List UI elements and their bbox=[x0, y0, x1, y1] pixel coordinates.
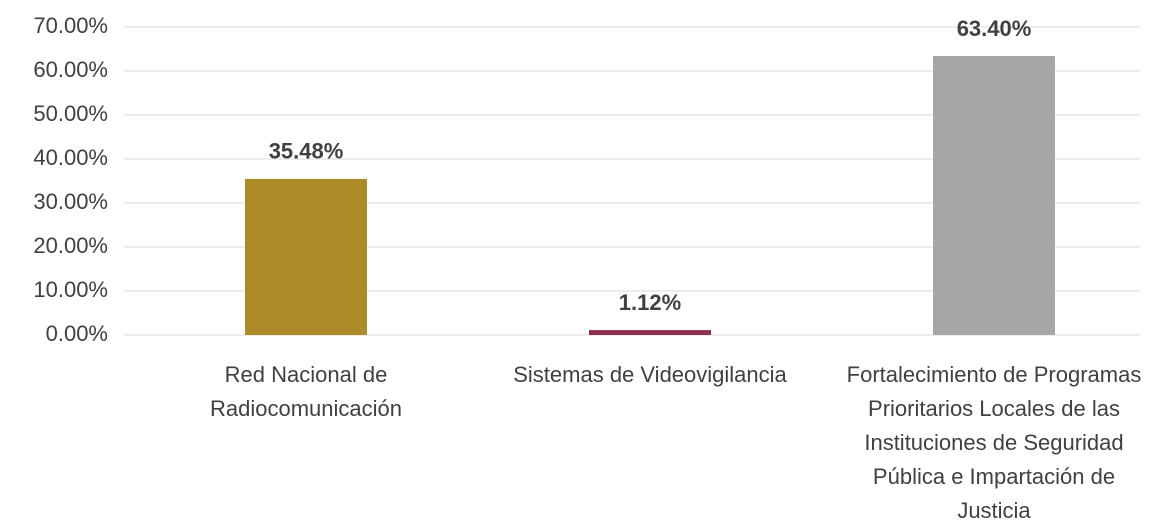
bar bbox=[933, 56, 1055, 335]
y-tick-label: 60.00% bbox=[33, 57, 108, 82]
y-tick-label: 70.00% bbox=[33, 13, 108, 38]
bar bbox=[589, 330, 711, 335]
x-tick-label: Fortalecimiento de Programas Prioritario… bbox=[846, 362, 1142, 523]
data-label: 35.48% bbox=[269, 139, 344, 164]
y-tick-label: 40.00% bbox=[33, 145, 108, 170]
y-tick-label: 20.00% bbox=[33, 233, 108, 258]
data-label: 1.12% bbox=[619, 290, 681, 315]
y-tick-label: 10.00% bbox=[33, 277, 108, 302]
y-tick-label: 30.00% bbox=[33, 189, 108, 214]
data-label: 63.40% bbox=[957, 16, 1032, 41]
x-tick-label: Sistemas de Videovigilancia bbox=[513, 362, 787, 387]
x-tick-label: Red Nacional de Radiocomunicación bbox=[210, 362, 402, 421]
y-tick-label: 50.00% bbox=[33, 101, 108, 126]
y-tick-label: 0.00% bbox=[46, 321, 108, 346]
bar bbox=[245, 178, 367, 335]
